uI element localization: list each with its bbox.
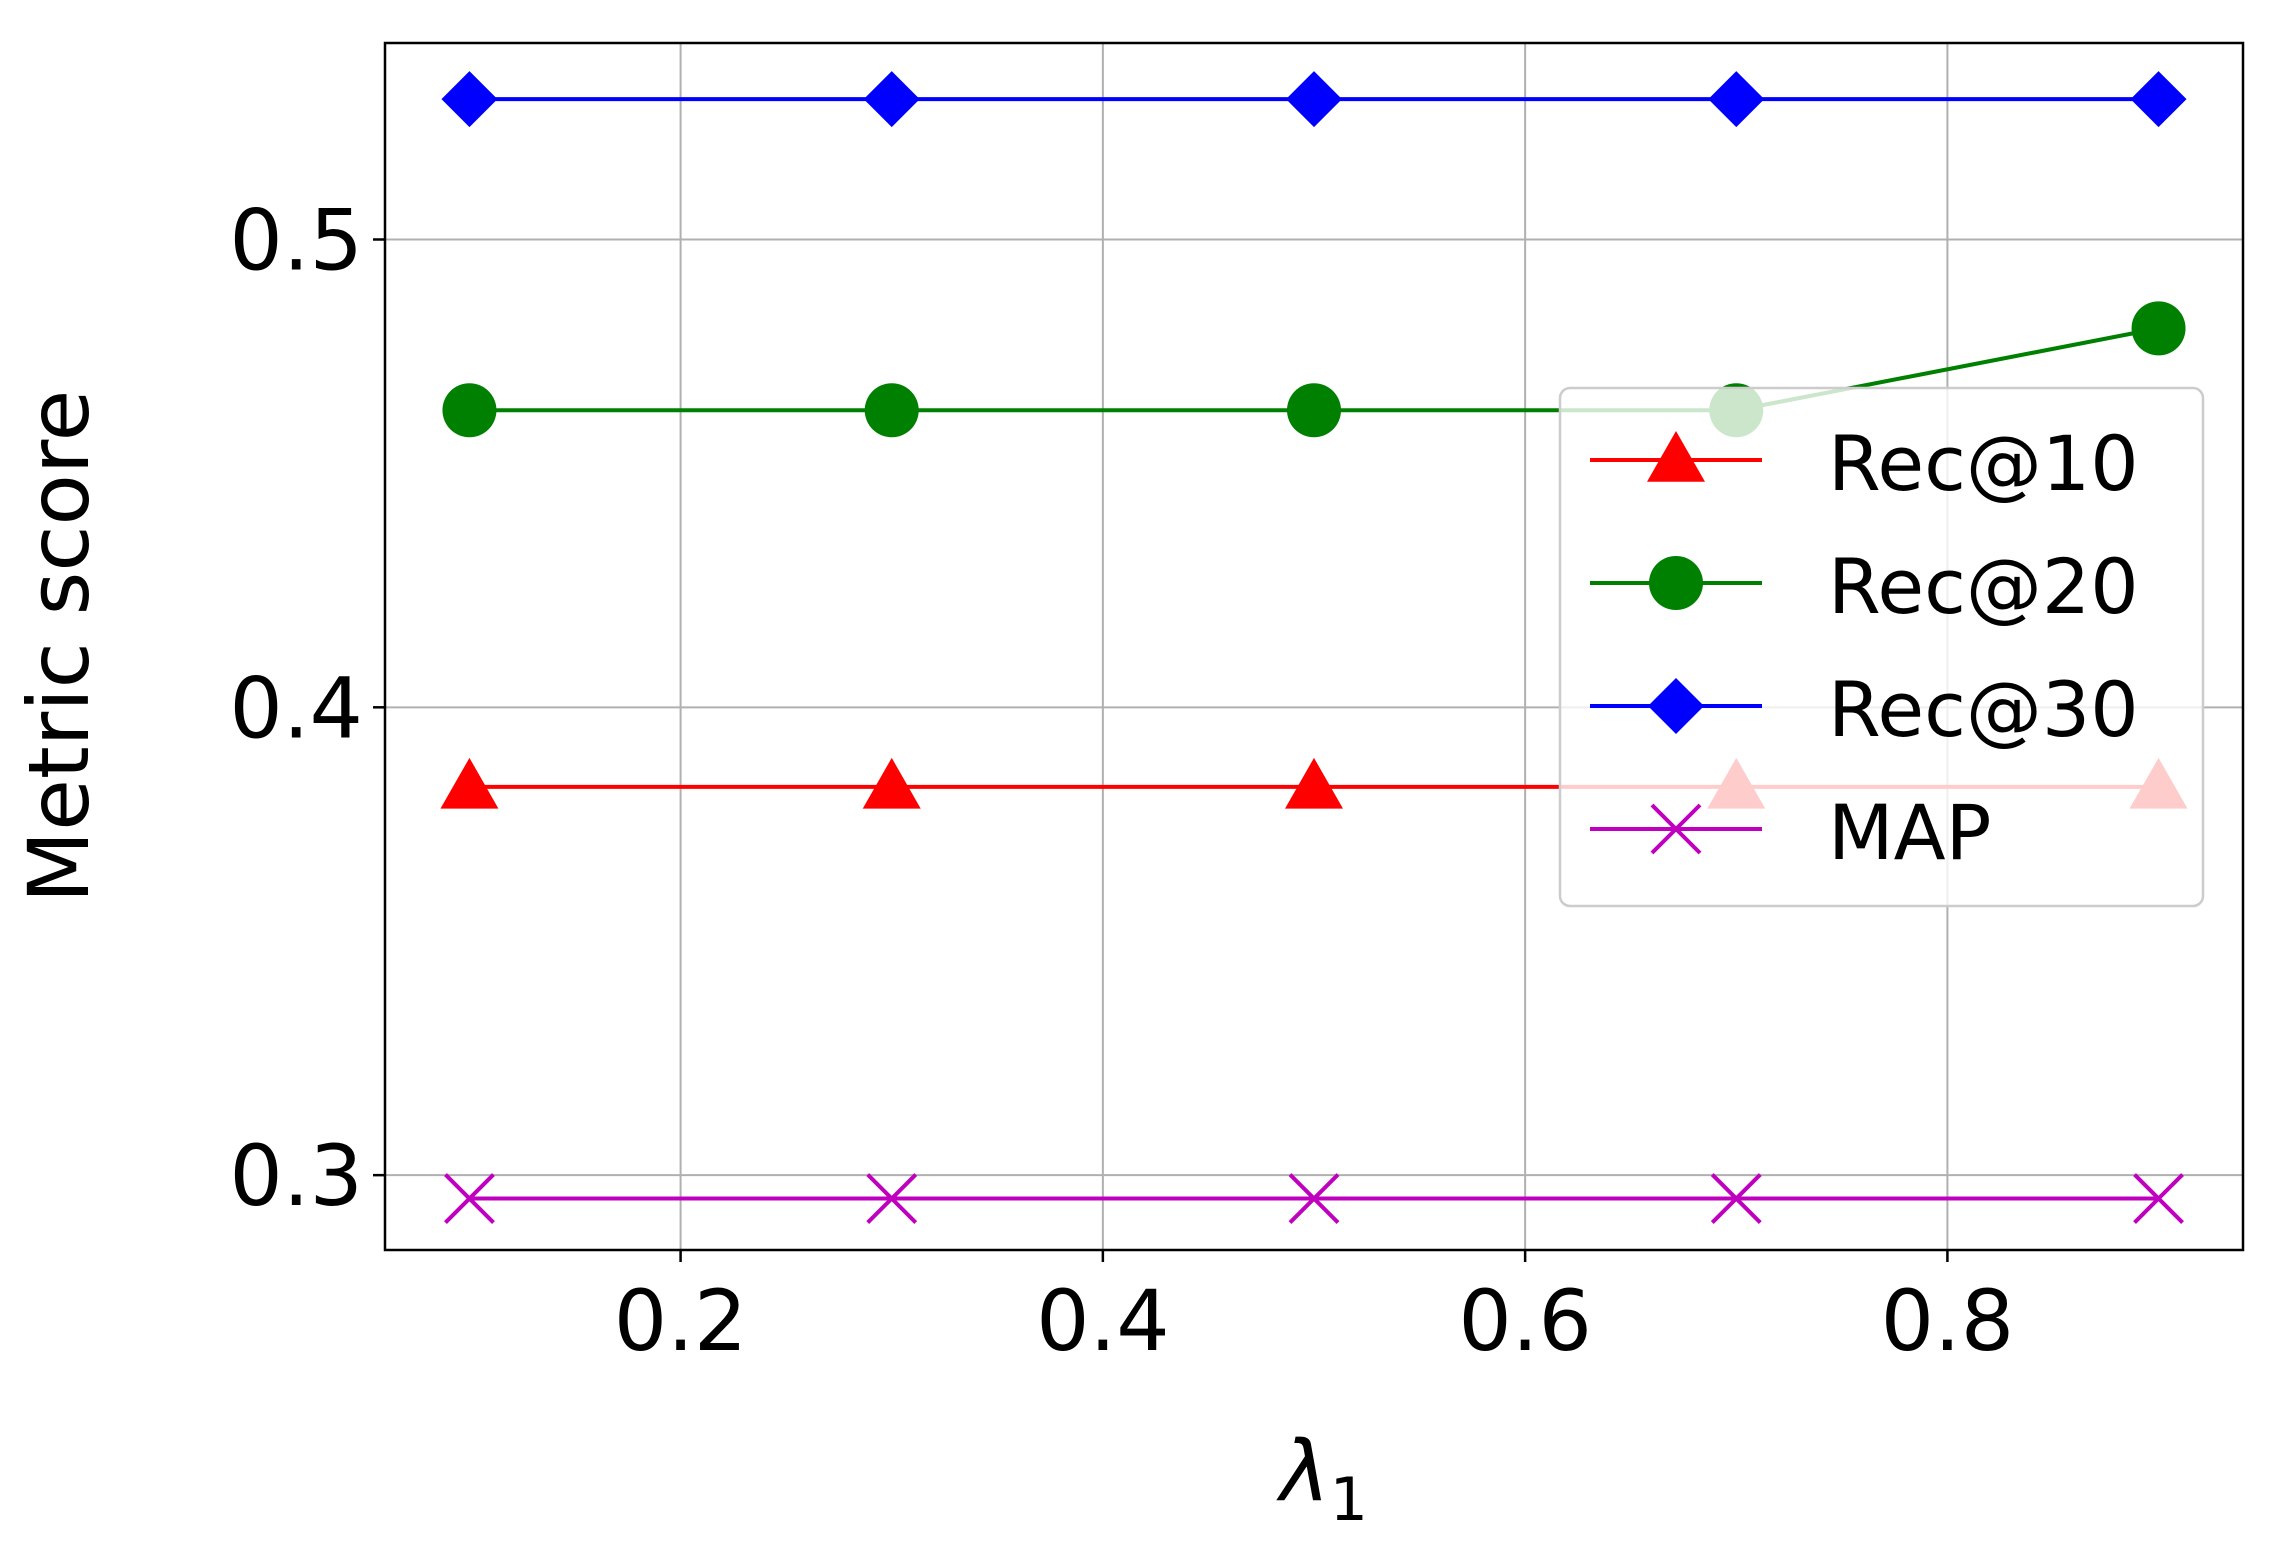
data-point-rec-30 — [441, 71, 498, 128]
legend-item-rec-20: Rec@20 — [1590, 542, 2139, 631]
legend-box — [1558, 386, 2205, 908]
data-point-rec-30 — [2130, 71, 2187, 128]
axis-ticks: 0.2 0.4 0.6 0.8 0.3 0.4 0.5 — [229, 191, 2014, 1370]
series-rec-30 — [441, 71, 2187, 128]
data-point-map — [866, 1173, 918, 1224]
y-tick-label: 0.5 — [229, 191, 363, 289]
legend: Rec@10 Rec@20 Rec@30 MAP — [1558, 386, 2205, 908]
data-point-rec-30 — [863, 71, 920, 128]
data-point-rec-20 — [442, 383, 497, 438]
data-point-map — [1288, 1173, 1340, 1224]
y-tick-label: 0.4 — [229, 659, 363, 757]
legend-item-rec-30: Rec@30 — [1590, 665, 2139, 754]
plot-frame — [383, 41, 2245, 1252]
y-tick-label: 0.3 — [229, 1127, 363, 1225]
x-tick-label: 0.6 — [1458, 1272, 1592, 1370]
legend-label-rec-10: Rec@10 — [1828, 419, 2139, 508]
x-tick-label: 0.8 — [1881, 1272, 2015, 1370]
legend-marker-rec-30 — [1648, 678, 1704, 734]
legend-marker-rec-10 — [1647, 431, 1705, 482]
legend-label-map: MAP — [1828, 788, 1991, 877]
legend-label-rec-20: Rec@20 — [1828, 542, 2139, 631]
x-axis-label-subscript: 1 — [1330, 1465, 1368, 1535]
data-point-rec-10 — [440, 757, 499, 809]
data-point-rec-30 — [1286, 71, 1342, 128]
x-tick-label: 0.4 — [1036, 1272, 1170, 1370]
x-axis-label: λ1 — [1276, 1422, 1368, 1535]
data-point-map — [2133, 1173, 2184, 1224]
data-point-rec-10 — [1285, 757, 1343, 809]
legend-label-rec-30: Rec@30 — [1828, 665, 2139, 754]
data-point-rec-30 — [1708, 71, 1765, 128]
data-point-map — [1710, 1173, 1762, 1224]
legend-item-rec-10: Rec@10 — [1590, 419, 2139, 508]
data-point-rec-20 — [2131, 301, 2186, 356]
legend-marker-rec-20 — [1649, 556, 1703, 610]
legend-item-map: MAP — [1590, 788, 1991, 877]
x-axis-label-symbol: λ — [1276, 1422, 1330, 1520]
series-map — [444, 1173, 2184, 1224]
y-axis-label: Metric score — [10, 390, 108, 904]
data-point-rec-10 — [862, 757, 921, 809]
data-point-map — [444, 1173, 495, 1224]
data-point-rec-20 — [1287, 383, 1341, 438]
legend-marker-map — [1650, 803, 1702, 855]
data-point-rec-20 — [864, 383, 919, 438]
grid-lines — [385, 43, 2243, 1250]
x-tick-label: 0.2 — [614, 1272, 748, 1370]
